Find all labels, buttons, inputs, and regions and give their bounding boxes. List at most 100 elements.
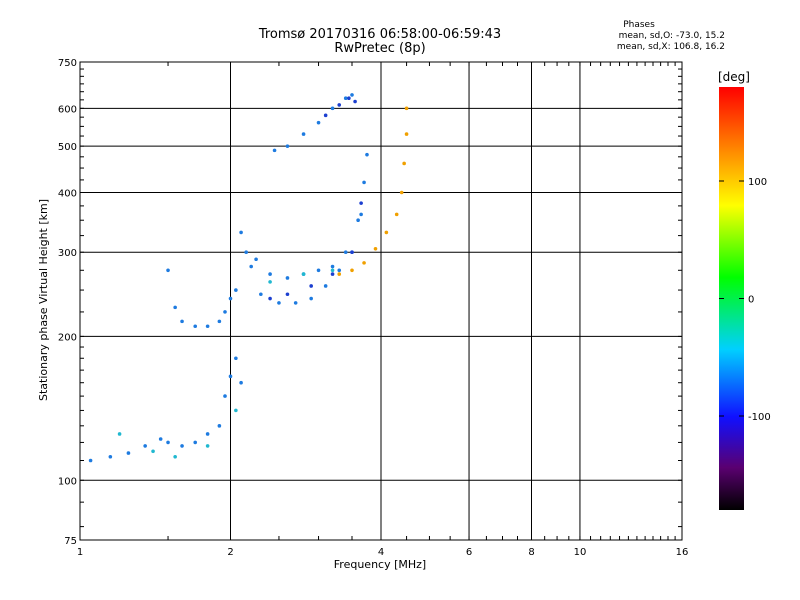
colorbar-tick-label: 0 (748, 295, 754, 306)
data-point (362, 261, 366, 265)
data-point (301, 132, 306, 136)
data-point (126, 451, 131, 455)
data-point (323, 113, 328, 118)
data-point (268, 272, 272, 276)
x-tick-label: 6 (466, 547, 472, 558)
data-point (323, 284, 328, 288)
colorbar-tick-label: -100 (748, 412, 771, 423)
data-point (173, 454, 177, 459)
data-point (337, 103, 342, 107)
y-tick-label: 200 (58, 332, 77, 343)
chart-subtitle: RwPretec (8p) (334, 41, 426, 56)
data-point (166, 268, 170, 273)
chart-title: Tromsø 20170316 06:58:00-06:59:43 (258, 27, 502, 42)
x-tick-label: 4 (378, 547, 384, 558)
data-point (316, 268, 321, 273)
data-point (108, 454, 113, 459)
data-point (399, 190, 404, 195)
y-tick-label: 750 (58, 58, 77, 69)
data-point (350, 93, 354, 97)
data-point (223, 394, 227, 398)
data-point (309, 284, 313, 288)
x-tick-label: 8 (528, 547, 534, 558)
data-point (277, 301, 281, 305)
data-point (268, 296, 272, 301)
data-point (309, 296, 313, 301)
data-point (239, 230, 243, 235)
data-point (359, 201, 363, 205)
data-point (350, 250, 354, 255)
y-tick-label: 600 (58, 104, 77, 115)
y-axis-label: Stationary phase Virtual Height [km] (37, 199, 50, 401)
phases-header: Phases (623, 20, 655, 30)
data-point (359, 212, 363, 217)
y-tick-label: 300 (58, 248, 77, 259)
data-point (254, 257, 258, 262)
data-point (353, 99, 357, 104)
data-point (272, 148, 277, 153)
data-point (285, 144, 290, 148)
data-point (205, 324, 210, 329)
data-point (285, 276, 290, 280)
data-point (143, 444, 147, 448)
data-point (337, 272, 342, 276)
data-point (173, 305, 177, 310)
data-point (330, 264, 335, 269)
data-point (239, 380, 243, 385)
data-point (330, 268, 335, 273)
data-point (285, 292, 290, 297)
data-point (234, 408, 238, 413)
data-point (343, 250, 348, 255)
data-point (384, 230, 389, 235)
data-point (180, 444, 184, 448)
data-point (362, 180, 366, 185)
data-point (350, 268, 354, 273)
phase-stats-x: mean, sd,X: 106.8, 16.2 (616, 42, 725, 52)
data-point (330, 272, 335, 276)
data-point (404, 106, 409, 111)
data-point (205, 444, 210, 448)
data-point (343, 96, 348, 100)
data-point (356, 218, 360, 223)
data-point (347, 96, 351, 100)
data-point (365, 152, 369, 157)
y-tick-label: 500 (58, 142, 77, 153)
colorbar-tick-label: 100 (748, 177, 767, 188)
data-point (330, 106, 335, 111)
data-point (244, 250, 249, 255)
data-point (166, 440, 170, 445)
data-point (316, 120, 321, 125)
x-tick-label: 1 (77, 547, 83, 558)
data-point (234, 288, 238, 292)
y-tick-label: 75 (64, 536, 77, 547)
data-point (88, 458, 93, 463)
colorbar-label: [deg] (718, 70, 750, 84)
data-point (158, 437, 163, 441)
x-tick-label: 10 (574, 547, 587, 558)
data-point (234, 356, 238, 361)
data-point (223, 310, 227, 314)
data-point (117, 432, 122, 436)
data-point (228, 296, 233, 301)
x-tick-label: 16 (676, 547, 689, 558)
data-point (151, 449, 155, 454)
data-point (259, 292, 263, 297)
data-point (402, 161, 406, 166)
data-point (193, 440, 198, 445)
data-point (217, 424, 222, 428)
data-point (268, 280, 272, 284)
data-point (228, 374, 233, 379)
phase-stats-o: mean, sd,O: -73.0, 15.2 (618, 31, 725, 41)
data-point (249, 264, 253, 269)
x-axis-label: Frequency [MHz] (334, 558, 426, 571)
data-point (193, 324, 198, 329)
x-tick-label: 2 (227, 547, 233, 558)
y-tick-label: 400 (58, 188, 77, 199)
data-point (337, 268, 342, 273)
data-point (394, 212, 399, 217)
data-point (180, 319, 184, 324)
data-point (205, 432, 210, 436)
data-point (217, 319, 222, 324)
data-point (293, 301, 298, 305)
